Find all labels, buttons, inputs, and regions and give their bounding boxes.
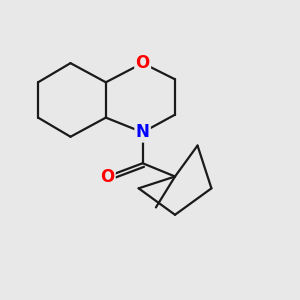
Text: O: O bbox=[100, 167, 114, 185]
Text: N: N bbox=[136, 123, 150, 141]
Text: O: O bbox=[136, 54, 150, 72]
